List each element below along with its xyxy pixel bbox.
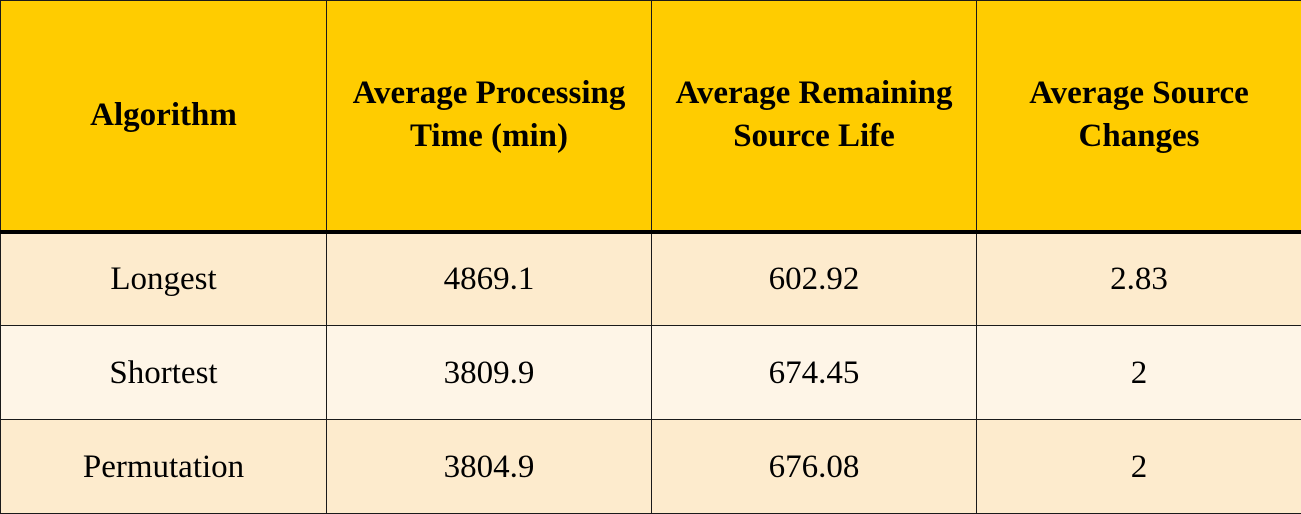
header-algorithm: Algorithm — [1, 1, 327, 232]
table-row: Permutation 3804.9 676.08 2 — [1, 420, 1301, 514]
table-row: Shortest 3809.9 674.45 2 — [1, 326, 1301, 420]
cell-remaining-life: 674.45 — [652, 326, 977, 420]
header-average-processing-time: Average Processing Time (min) — [327, 1, 652, 232]
header-average-source-changes: Average Source Changes — [977, 1, 1301, 232]
cell-algorithm: Longest — [1, 232, 327, 326]
cell-source-changes: 2.83 — [977, 232, 1301, 326]
cell-processing-time: 3809.9 — [327, 326, 652, 420]
cell-source-changes: 2 — [977, 326, 1301, 420]
header-average-remaining-source-life: Average Remaining Source Life — [652, 1, 977, 232]
table-row: Longest 4869.1 602.92 2.83 — [1, 232, 1301, 326]
cell-processing-time: 3804.9 — [327, 420, 652, 514]
cell-remaining-life: 676.08 — [652, 420, 977, 514]
table-header: Algorithm Average Processing Time (min) … — [1, 1, 1301, 232]
table-body: Longest 4869.1 602.92 2.83 Shortest 3809… — [1, 232, 1301, 514]
header-row: Algorithm Average Processing Time (min) … — [1, 1, 1301, 232]
cell-source-changes: 2 — [977, 420, 1301, 514]
cell-algorithm: Shortest — [1, 326, 327, 420]
cell-algorithm: Permutation — [1, 420, 327, 514]
cell-processing-time: 4869.1 — [327, 232, 652, 326]
cell-remaining-life: 602.92 — [652, 232, 977, 326]
